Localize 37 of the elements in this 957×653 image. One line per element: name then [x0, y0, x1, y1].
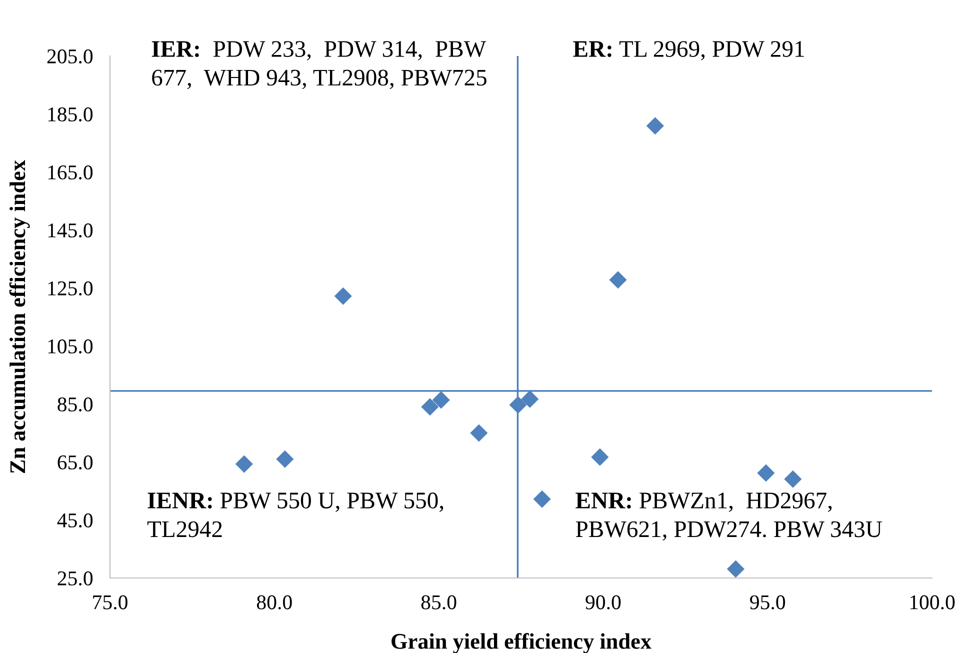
point: [784, 470, 802, 488]
point: [757, 464, 775, 482]
y-tick-label: 105.0: [48, 339, 93, 354]
annotation: ENR: PBWZn1, HD2967, PBW621, PDW274. PBW 343U: [576, 492, 882, 541]
y-tick-label: 65.0: [58, 455, 93, 470]
point: [334, 287, 352, 305]
point: [509, 396, 527, 414]
point: [609, 271, 627, 289]
y-tick-label: 145.0: [48, 223, 93, 238]
point: [421, 398, 439, 416]
y-tick-label: 165.0: [48, 165, 93, 180]
x-tick-label: 95.0: [750, 595, 786, 610]
annotation: IER: PDW 233, PDW 314, PBW 677, WHD 943, TL2908, PBW725: [152, 41, 486, 90]
y-tick-label: 125.0: [48, 281, 93, 296]
point: [521, 390, 539, 408]
point: [276, 450, 294, 468]
y-tick-label: 205.0: [47, 49, 93, 64]
y-tick-label: 85.0: [58, 397, 93, 412]
y-tick-label: 45.0: [57, 513, 93, 528]
y-tick-label: 185.0: [48, 107, 93, 122]
x-tick-label: 90.0: [586, 595, 621, 610]
point: [726, 560, 744, 578]
annotation: IENR: PBW 550 U, PBW 550, TL2942: [147, 492, 444, 538]
x-tick-label: 100.0: [910, 595, 955, 610]
point: [591, 448, 609, 466]
point: [470, 424, 488, 442]
x-tick-label: 85.0: [421, 595, 456, 610]
point: [646, 117, 664, 135]
point: [432, 391, 450, 409]
x-tick-label: 80.0: [256, 595, 292, 610]
x-axis-title: Grain yield efficiency index: [392, 633, 652, 653]
point: [533, 490, 551, 508]
annotation: ER: TL 2969, PDW 291: [573, 41, 804, 60]
y-axis-title: Zn accumulation efficiency index: [9, 160, 30, 474]
y-tick-label: 25.0: [58, 571, 93, 586]
x-tick-label: 75.0: [93, 595, 128, 610]
point: [235, 455, 253, 473]
